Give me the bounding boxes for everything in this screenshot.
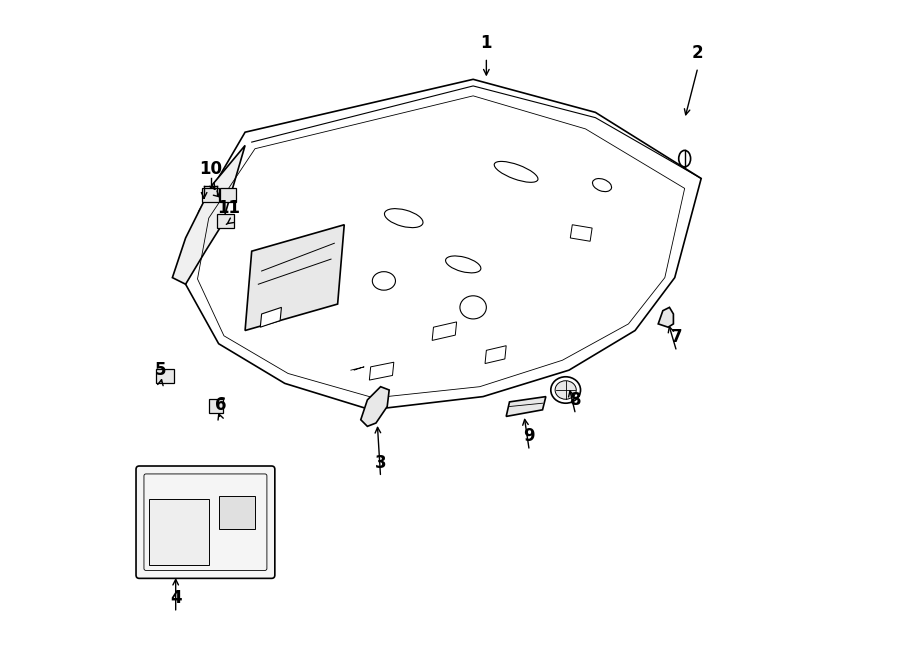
Ellipse shape bbox=[592, 178, 612, 192]
Polygon shape bbox=[361, 387, 389, 426]
Ellipse shape bbox=[551, 377, 580, 403]
Text: 9: 9 bbox=[524, 427, 536, 446]
Text: 6: 6 bbox=[215, 395, 227, 414]
Polygon shape bbox=[245, 225, 344, 330]
Text: 5: 5 bbox=[155, 361, 166, 379]
Text: 2: 2 bbox=[692, 44, 704, 62]
FancyBboxPatch shape bbox=[202, 188, 219, 202]
Text: 4: 4 bbox=[170, 589, 182, 607]
Text: 8: 8 bbox=[570, 391, 581, 409]
FancyBboxPatch shape bbox=[156, 369, 175, 383]
Ellipse shape bbox=[494, 161, 538, 182]
Polygon shape bbox=[506, 397, 545, 416]
Polygon shape bbox=[173, 145, 245, 284]
Polygon shape bbox=[658, 307, 673, 327]
FancyBboxPatch shape bbox=[220, 188, 237, 202]
FancyBboxPatch shape bbox=[136, 466, 274, 578]
Text: 11: 11 bbox=[217, 199, 240, 217]
FancyBboxPatch shape bbox=[219, 496, 255, 529]
Ellipse shape bbox=[373, 272, 395, 290]
Polygon shape bbox=[369, 362, 394, 380]
Polygon shape bbox=[485, 346, 506, 364]
Polygon shape bbox=[571, 225, 592, 241]
FancyBboxPatch shape bbox=[149, 499, 209, 565]
Polygon shape bbox=[260, 307, 282, 327]
Text: 1: 1 bbox=[481, 34, 492, 52]
FancyBboxPatch shape bbox=[209, 399, 223, 413]
Ellipse shape bbox=[679, 150, 690, 167]
Ellipse shape bbox=[446, 256, 481, 273]
Ellipse shape bbox=[384, 209, 423, 227]
Polygon shape bbox=[432, 322, 456, 340]
Text: 10: 10 bbox=[199, 159, 222, 178]
Ellipse shape bbox=[555, 381, 576, 399]
Polygon shape bbox=[185, 79, 701, 410]
Text: 7: 7 bbox=[670, 328, 682, 346]
Ellipse shape bbox=[460, 295, 486, 319]
Text: 3: 3 bbox=[374, 453, 386, 472]
FancyBboxPatch shape bbox=[217, 214, 234, 228]
